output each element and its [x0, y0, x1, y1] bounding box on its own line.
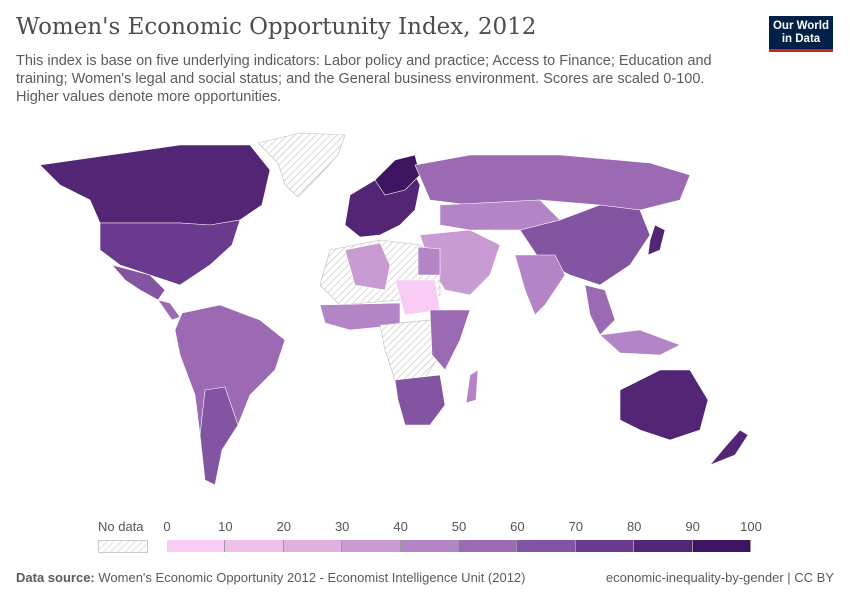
legend-bin[interactable]	[400, 540, 459, 552]
legend-tick: 70	[568, 519, 584, 534]
source-link[interactable]: Women's Economic Opportunity 2012 - Econ…	[98, 570, 526, 585]
legend-bin[interactable]	[692, 540, 751, 552]
world-map[interactable]	[0, 125, 850, 505]
argentina-chile[interactable]	[199, 386, 239, 486]
legend-tick: 20	[276, 519, 292, 534]
egypt[interactable]	[417, 246, 441, 276]
legend-tick: 30	[334, 519, 350, 534]
legend-bin[interactable]	[283, 540, 343, 552]
japan[interactable]	[647, 224, 666, 256]
license-link[interactable]: economic-inequality-by-gender | CC BY	[605, 570, 834, 585]
legend-bin[interactable]	[459, 540, 518, 552]
legend-bin[interactable]	[342, 540, 401, 552]
subtitle: This index is base on five underlying in…	[16, 53, 712, 105]
south-america[interactable]	[174, 304, 286, 486]
data-source: Data source: Women's Economic Opportunit…	[16, 570, 526, 585]
canada[interactable]	[39, 144, 271, 226]
legend-bin[interactable]	[167, 540, 226, 552]
new-zealand[interactable]	[709, 429, 749, 466]
southern-africa[interactable]	[394, 374, 446, 426]
legend-tick: 60	[510, 519, 525, 534]
indonesia[interactable]	[599, 329, 681, 356]
legend-bin[interactable]	[575, 540, 635, 552]
legend-bin[interactable]	[634, 540, 693, 552]
legend-tick: 0	[163, 519, 171, 534]
algeria[interactable]	[344, 242, 391, 291]
madagascar[interactable]	[465, 369, 479, 404]
east-africa[interactable]	[429, 309, 471, 371]
color-legend: No data 0 10 20 30 40 50 60 70 80 90 100	[0, 515, 850, 555]
southeast-asia[interactable]	[584, 284, 616, 336]
owid-logo[interactable]: Our World in Data	[769, 16, 833, 52]
india[interactable]	[514, 254, 566, 316]
legend-tick: 50	[451, 519, 467, 534]
legend-tick: 90	[685, 519, 700, 534]
legend-tick: 80	[626, 519, 642, 534]
usa[interactable]	[99, 219, 241, 286]
no-data-label: No data	[98, 519, 144, 534]
legend-bin[interactable]	[225, 540, 284, 552]
west-africa[interactable]	[319, 302, 401, 331]
australia[interactable]	[619, 369, 709, 441]
legend-tick: 40	[393, 519, 408, 534]
page-title: Women's Economic Opportunity Index, 2012	[16, 14, 537, 40]
no-data-swatch[interactable]	[98, 540, 148, 553]
legend-tick: 10	[218, 519, 233, 534]
greenland[interactable]	[257, 132, 346, 198]
central-america[interactable]	[157, 299, 181, 321]
source-label: Data source:	[16, 570, 95, 585]
legend-bin[interactable]	[517, 540, 576, 552]
russia[interactable]	[414, 154, 691, 211]
legend-tick: 100	[740, 519, 762, 534]
